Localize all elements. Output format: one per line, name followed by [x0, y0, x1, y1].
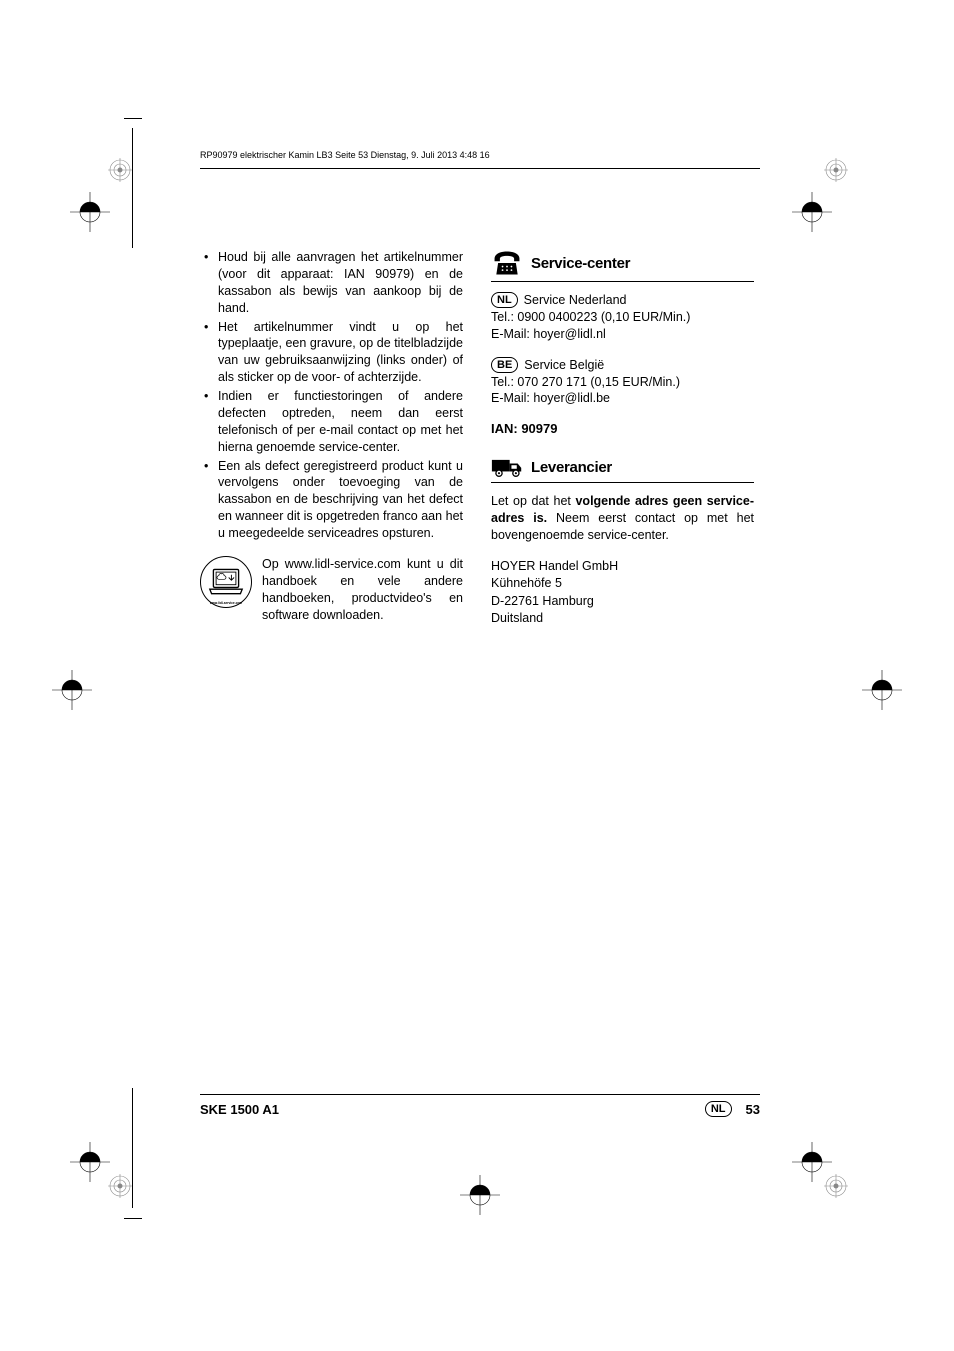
address-line: Duitsland — [491, 610, 754, 628]
address-line: D-22761 Hamburg — [491, 593, 754, 611]
right-column: Service-center NL Service Nederland Tel.… — [491, 249, 754, 628]
crop-target-icon — [792, 192, 832, 232]
crop-target-icon — [70, 1142, 110, 1182]
page-footer: SKE 1500 A1 NL 53 — [200, 1094, 760, 1117]
left-column: Houd bij alle aanvragen het artikelnumme… — [200, 249, 463, 628]
crop-target-icon — [460, 1175, 500, 1215]
supplier-title: Leverancier — [531, 459, 612, 476]
download-box: www.lidl-service.com Op www.lidl-service… — [200, 556, 463, 624]
country-badge-be: BE — [491, 357, 518, 373]
header-rule — [200, 168, 760, 169]
registration-mark-icon — [108, 1174, 132, 1198]
list-item: Een als defect geregistreerd product kun… — [200, 458, 463, 542]
instruction-list: Houd bij alle aanvragen het artikelnumme… — [200, 249, 463, 542]
crop-target-icon — [862, 670, 902, 710]
content-columns: Houd bij alle aanvragen het artikelnumme… — [200, 249, 760, 628]
crop-target-icon — [52, 670, 92, 710]
address-line: HOYER Handel GmbH — [491, 558, 754, 576]
service-name: Service Nederland — [524, 292, 627, 309]
crop-target-icon — [70, 192, 110, 232]
service-email: E-Mail: hoyer@lidl.nl — [491, 326, 754, 343]
supplier-notice-pre: Let op dat het — [491, 494, 575, 508]
service-tel: Tel.: 070 270 171 (0,15 EUR/Min.) — [491, 374, 754, 391]
address-line: Kühnehöfe 5 — [491, 575, 754, 593]
list-item: Indien er functiestoringen of andere def… — [200, 388, 463, 456]
header-meta-text: RP90979 elektrischer Kamin LB3 Seite 53 … — [200, 150, 760, 160]
truck-icon — [491, 456, 523, 478]
footer-country-badge: NL — [705, 1101, 732, 1117]
registration-mark-icon — [824, 158, 848, 182]
download-text: Op www.lidl-service.com kunt u dit handb… — [262, 556, 463, 624]
page-content: RP90979 elektrischer Kamin LB3 Seite 53 … — [200, 150, 760, 628]
supplier-notice: Let op dat het volgende adres geen servi… — [491, 493, 754, 544]
laptop-download-icon: www.lidl-service.com — [200, 556, 252, 608]
service-block-be: BE Service België Tel.: 070 270 171 (0,1… — [491, 357, 754, 408]
service-name: Service België — [524, 357, 604, 374]
footer-page-number: 53 — [746, 1102, 760, 1117]
service-center-header: Service-center — [491, 249, 754, 282]
supplier-address: HOYER Handel GmbH Kühnehöfe 5 D-22761 Ha… — [491, 558, 754, 628]
service-email: E-Mail: hoyer@lidl.be — [491, 390, 754, 407]
service-block-nl: NL Service Nederland Tel.: 0900 0400223 … — [491, 292, 754, 343]
ian-number: IAN: 90979 — [491, 421, 754, 436]
service-center-title: Service-center — [531, 255, 630, 272]
list-item: Houd bij alle aanvragen het artikelnumme… — [200, 249, 463, 317]
crop-line — [132, 128, 133, 248]
phone-icon — [491, 249, 523, 277]
list-item: Het artikelnummer vindt u op het typepla… — [200, 319, 463, 387]
crop-target-icon — [792, 1142, 832, 1182]
footer-rule — [200, 1094, 760, 1095]
crop-line — [132, 1088, 133, 1208]
lidl-url-label: www.lidl-service.com — [201, 601, 251, 605]
registration-mark-icon — [108, 158, 132, 182]
footer-model: SKE 1500 A1 — [200, 1102, 279, 1117]
service-tel: Tel.: 0900 0400223 (0,10 EUR/Min.) — [491, 309, 754, 326]
supplier-header: Leverancier — [491, 456, 754, 483]
country-badge-nl: NL — [491, 292, 518, 308]
crop-line — [124, 118, 142, 119]
crop-line — [124, 1218, 142, 1219]
